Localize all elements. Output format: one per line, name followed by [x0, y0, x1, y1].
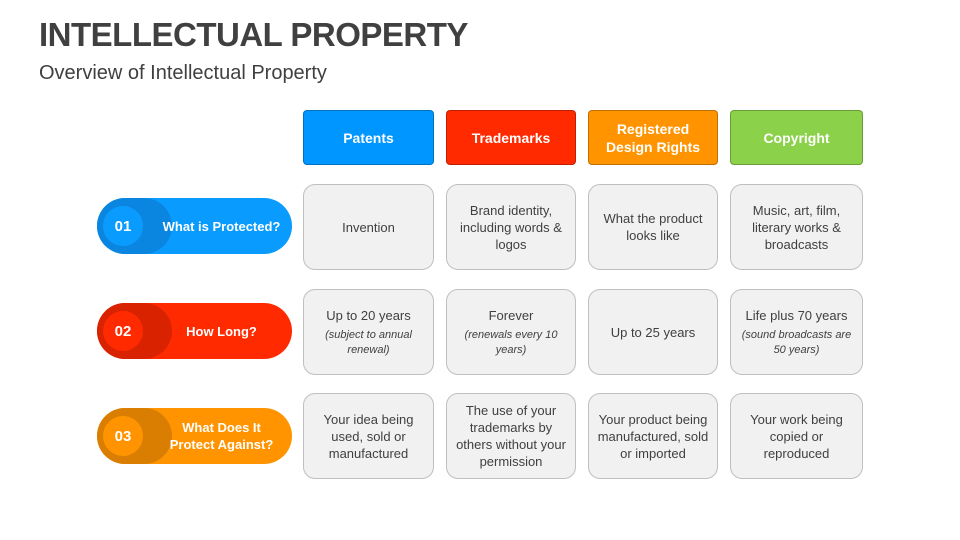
cell-text: The use of your trademarks by others wit…: [456, 403, 566, 469]
table-cell: Your work being copied or reproduced: [730, 393, 863, 479]
column-header-2: Trademarks: [446, 110, 576, 165]
row-number: 01: [103, 206, 143, 246]
row-label-pill-01: 01 What is Protected?: [97, 198, 292, 254]
table-cell: Your product being manufactured, sold or…: [588, 393, 718, 479]
cell-text: Your work being copied or reproduced: [750, 411, 843, 461]
cell-text: Invention: [342, 219, 395, 235]
cell-note: (subject to annual renewal): [325, 328, 412, 356]
cell-text: Life plus 70 years: [745, 307, 848, 323]
row-label: What is Protected?: [162, 218, 281, 234]
table-cell: Up to 25 years: [588, 289, 718, 375]
table-cell: Forever (renewals every 10 years): [446, 289, 576, 375]
row-number: 03: [103, 416, 143, 456]
cell-text: Forever: [488, 307, 534, 323]
cell-text: Up to 25 years: [610, 324, 696, 340]
table-cell: Your idea being used, sold or manufactur…: [303, 393, 434, 479]
row-label: How Long?: [186, 323, 257, 339]
column-header-1: Patents: [303, 110, 434, 165]
row-number: 02: [103, 311, 143, 351]
cell-note: (sound broadcasts are 50 years): [741, 328, 852, 356]
table-cell: What the product looks like: [588, 184, 718, 270]
table-cell: Invention: [303, 184, 434, 270]
page-subtitle: Overview of Intellectual Property: [39, 62, 327, 84]
column-header-3: Registered Design Rights: [588, 110, 718, 165]
page-title: INTELLECTUAL PROPERTY: [39, 16, 468, 53]
table-cell: Brand identity, including words & logos: [446, 184, 576, 270]
row-label-pill-03: 03 What Does It Protect Against?: [97, 408, 292, 464]
row-label-pill-02: 02 How Long?: [97, 303, 292, 359]
cell-text: What the product looks like: [603, 211, 703, 243]
cell-text: Music, art, film, literary works & broad…: [752, 202, 841, 252]
cell-text: Your product being manufactured, sold or…: [597, 411, 709, 461]
cell-text: Your idea being used, sold or manufactur…: [323, 411, 414, 461]
table-cell: Music, art, film, literary works & broad…: [730, 184, 863, 270]
table-cell: The use of your trademarks by others wit…: [446, 393, 576, 479]
cell-note: (renewals every 10 years): [464, 328, 558, 356]
cell-text: Brand identity, including words & logos: [460, 202, 562, 252]
row-label: What Does It Protect Against?: [169, 420, 274, 452]
cell-text: Up to 20 years: [326, 307, 411, 323]
table-cell: Life plus 70 years (sound broadcasts are …: [730, 289, 863, 375]
column-header-4: Copyright: [730, 110, 863, 165]
table-cell: Up to 20 years (subject to annual renewal…: [303, 289, 434, 375]
